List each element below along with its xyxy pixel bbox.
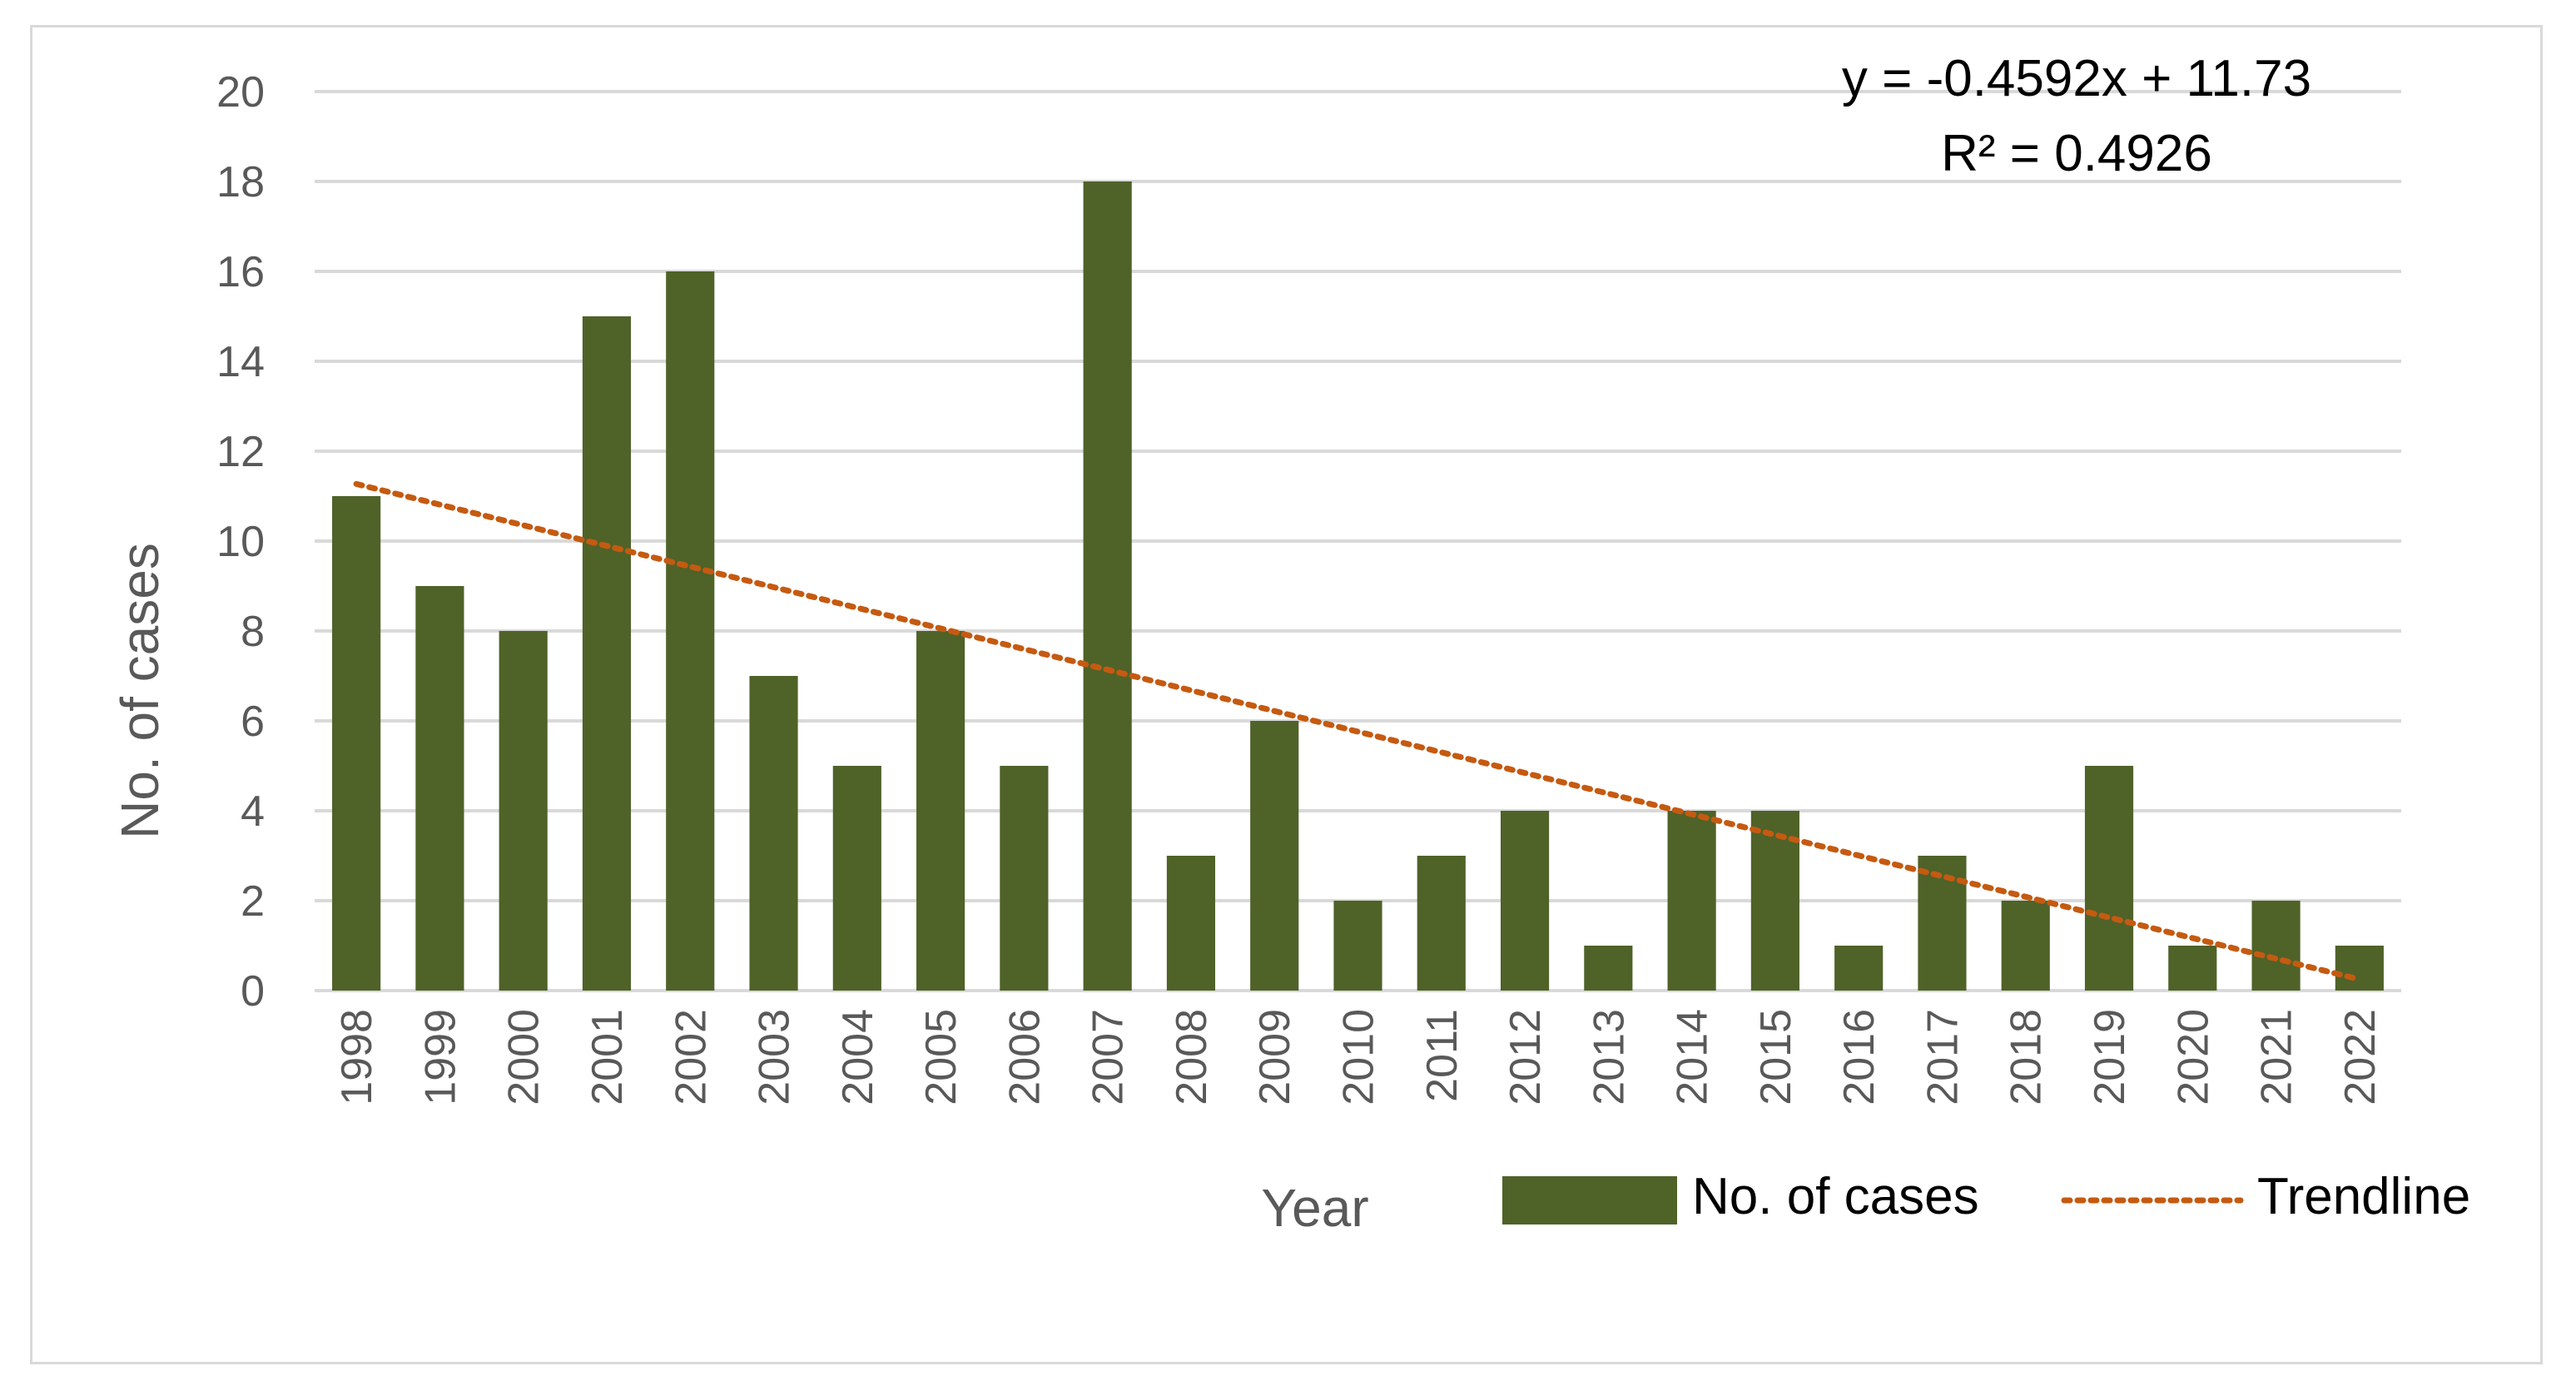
x-axis-title: Year (1261, 1178, 1368, 1238)
y-tick-label: 14 (216, 338, 265, 386)
y-tick-label: 12 (216, 428, 265, 476)
bar-2005 (916, 631, 965, 991)
trendline-r-squared: R² = 0.4926 (1941, 125, 2212, 182)
y-tick-label: 4 (241, 787, 265, 836)
x-tick-label: 2020 (2169, 1009, 2217, 1105)
x-tick-label: 2011 (1418, 1009, 1467, 1102)
bar-2018 (2001, 901, 2050, 991)
bar-1998 (332, 496, 381, 991)
bar-2014 (1667, 811, 1716, 991)
bar-2020 (2168, 946, 2217, 991)
bar-2000 (499, 631, 548, 991)
bar-2001 (582, 316, 632, 991)
bar-2022 (2335, 946, 2384, 991)
x-tick-labels: 1998 1999 2000 2001 2002 2003 2004 2005 2006 2007… (333, 1009, 2385, 1105)
legend: No. of cases Trendline (1502, 1168, 2470, 1225)
bar-2010 (1333, 901, 1382, 991)
bar-2006 (1000, 766, 1049, 991)
x-tick-label: 2005 (917, 1009, 965, 1105)
bar-2004 (832, 766, 881, 991)
x-tick-label: 2012 (1501, 1009, 1550, 1105)
x-tick-label: 1999 (416, 1009, 464, 1105)
x-tick-label: 2018 (2003, 1009, 2051, 1105)
y-tick-label: 0 (241, 967, 265, 1016)
bar-2009 (1250, 721, 1299, 991)
x-tick-label: 2009 (1251, 1009, 1299, 1105)
bars (332, 181, 2384, 991)
x-tick-label: 2000 (500, 1009, 548, 1105)
x-tick-label: 2010 (1335, 1009, 1383, 1105)
x-tick-label: 2016 (1835, 1009, 1884, 1105)
bar-2016 (1834, 946, 1884, 991)
bar-2021 (2251, 901, 2301, 991)
trendline-equation: y = -0.4592x + 11.73 (1842, 50, 2311, 107)
y-tick-label: 16 (216, 248, 265, 296)
x-tick-label: 2013 (1585, 1009, 1633, 1105)
x-tick-label: 2007 (1085, 1009, 1133, 1105)
x-tick-label: 2019 (2086, 1009, 2134, 1105)
x-tick-label: 2022 (2336, 1009, 2385, 1105)
y-tick-label: 18 (216, 158, 265, 206)
bar-2019 (2084, 766, 2134, 991)
y-tick-label: 8 (241, 608, 265, 656)
x-tick-label: 2006 (1000, 1009, 1049, 1105)
x-tick-label: 2014 (1669, 1009, 1717, 1105)
y-tick-label: 6 (241, 698, 265, 746)
legend-swatch-cases (1502, 1176, 1677, 1225)
x-tick-label: 2021 (2253, 1009, 2301, 1105)
y-axis-title: No. of cases (110, 543, 170, 839)
bar-2012 (1500, 811, 1550, 991)
y-tick-labels: 0 2 4 6 8 10 12 14 16 18 20 (216, 68, 265, 1016)
legend-label-cases: No. of cases (1692, 1168, 1979, 1225)
x-tick-label: 2015 (1752, 1009, 1800, 1105)
x-tick-label: 2002 (667, 1009, 715, 1105)
bar-2017 (1918, 856, 1967, 991)
x-tick-label: 2001 (583, 1009, 632, 1105)
x-tick-label: 2017 (1918, 1009, 1967, 1105)
trendline (353, 480, 2363, 982)
gridlines (315, 90, 2401, 992)
bar-2013 (1584, 946, 1633, 991)
bar-2011 (1417, 856, 1466, 991)
bar-2007 (1083, 181, 1132, 991)
bar-2008 (1166, 856, 1216, 991)
x-tick-label: 1998 (333, 1009, 381, 1105)
bar-1999 (415, 586, 464, 991)
bar-2002 (666, 271, 715, 991)
y-tick-label: 2 (241, 877, 265, 926)
x-tick-label: 2008 (1168, 1009, 1216, 1105)
legend-label-trendline: Trendline (2257, 1168, 2470, 1225)
bar-2003 (749, 676, 798, 991)
x-tick-label: 2004 (834, 1009, 882, 1105)
x-tick-label: 2003 (751, 1009, 799, 1105)
y-tick-label: 10 (216, 518, 265, 566)
y-tick-label: 20 (216, 68, 265, 117)
